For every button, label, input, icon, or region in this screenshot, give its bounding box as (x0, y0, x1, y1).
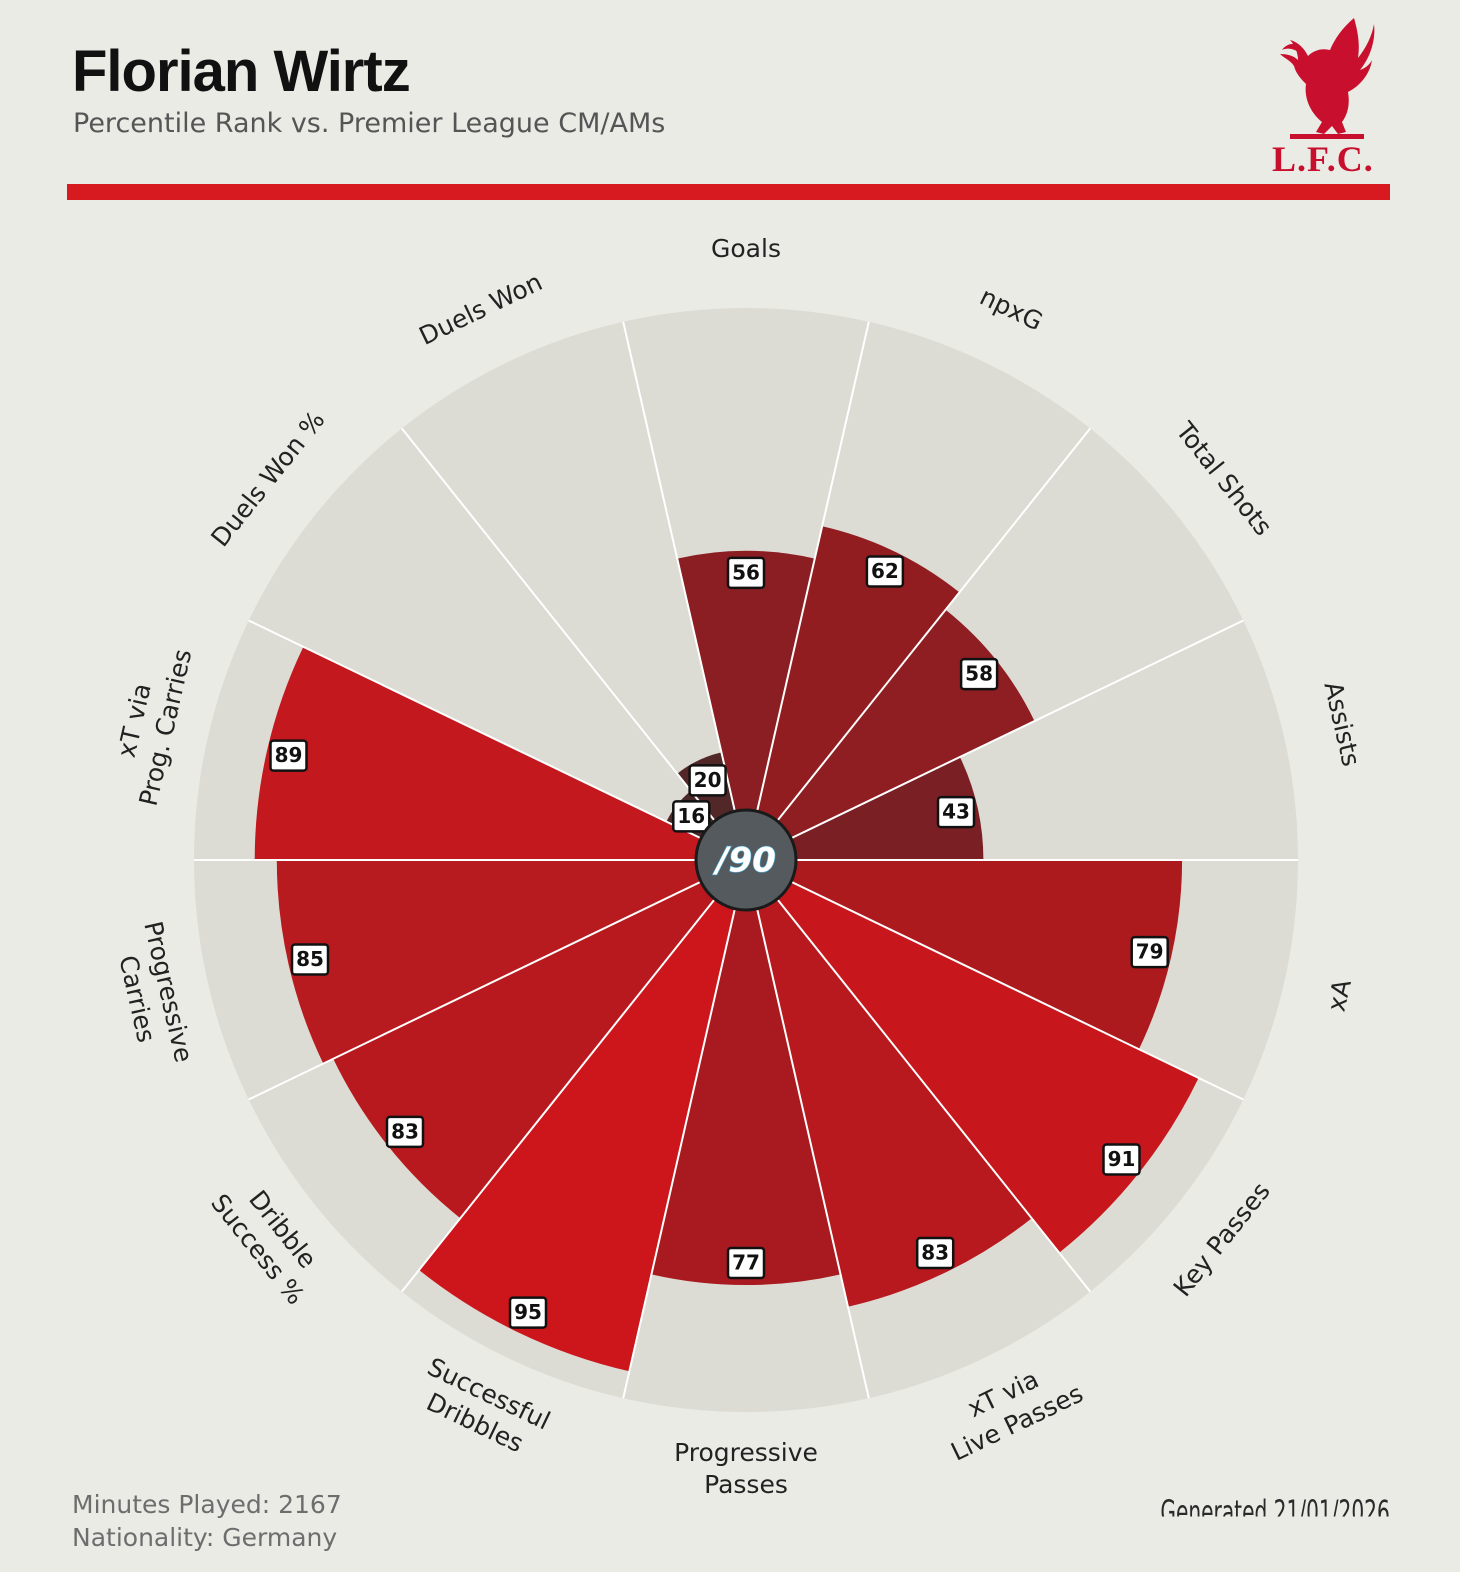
category-label-goals: Goals (711, 234, 781, 263)
value-badge-box (959, 657, 999, 691)
value-badge-xa: 79 (1130, 935, 1169, 969)
value-badge-duels-won: 20 (688, 764, 727, 797)
value-badge-box (290, 943, 330, 976)
value-label: 83 (921, 1241, 949, 1265)
value-badge-box (726, 1246, 766, 1280)
divider-line (745, 619, 1244, 861)
nationality: Nationality: Germany (72, 1523, 338, 1552)
value-label: 79 (1136, 940, 1164, 964)
category-label-progressive-passes: Progressive Passes (674, 1438, 818, 1499)
value-label: 16 (677, 804, 705, 828)
bar-progressive-carries (276, 860, 746, 1064)
divider-line (745, 427, 1091, 861)
value-badge-duels-won: 16 (672, 800, 711, 833)
value-badge-box (672, 800, 711, 833)
category-label-line: Goals (711, 234, 781, 263)
divider-line (622, 859, 747, 1399)
value-badge-box (936, 795, 976, 829)
value-label: 85 (296, 947, 324, 971)
bar-goals (677, 550, 815, 860)
value-badge-box (1102, 1143, 1141, 1176)
value-label: 89 (275, 743, 303, 767)
value-label: 58 (965, 662, 993, 686)
value-label: 62 (871, 559, 899, 583)
value-badge-goals: 56 (726, 556, 766, 590)
category-label-xa: xA (1322, 977, 1357, 1015)
category-label-duels-won: Duels Won (415, 267, 547, 351)
value-badge-assists: 43 (936, 795, 976, 829)
value-label: 91 (1108, 1147, 1136, 1171)
club-logo-text: L.F.C. (1272, 139, 1374, 179)
divider-line (248, 619, 747, 861)
category-label-line: npxG (975, 282, 1047, 337)
minutes-played: Minutes Played: 2167 (72, 1490, 342, 1519)
value-badge-box (688, 764, 727, 797)
center-label: /90 (712, 841, 776, 881)
category-label-xt-via-prog-carries: xT viaProg. Carries (102, 639, 197, 808)
divider-line (248, 859, 747, 1101)
bar-key-passes (746, 860, 1199, 1253)
value-label: 20 (694, 768, 722, 792)
value-badge-npxg: 62 (865, 555, 905, 588)
page-title: Florian Wirtz (72, 39, 411, 104)
category-label-total-shots: Total Shots (1170, 416, 1278, 541)
value-badge-successful-dribbles: 95 (508, 1296, 548, 1329)
value-badge-box (269, 739, 308, 772)
value-label: 43 (942, 800, 970, 824)
value-label: 77 (732, 1251, 760, 1275)
header-divider (67, 184, 1390, 200)
page-subtitle: Percentile Rank vs. Premier League CM/AM… (73, 108, 666, 139)
bar-successful-dribbles (419, 860, 746, 1372)
value-badge-dribble-success: 83 (385, 1115, 425, 1149)
category-label-line: Duels Won (415, 267, 547, 351)
category-label-line: Progressive (674, 1438, 818, 1467)
bar-assists (746, 757, 984, 860)
value-badge-box (508, 1296, 548, 1329)
value-badge-key-passes: 91 (1102, 1143, 1141, 1176)
value-badge-box (915, 1236, 955, 1270)
bar-xt-via-live-passes (746, 860, 1032, 1307)
value-badge-box (865, 555, 905, 588)
category-label-line: Total Shots (1170, 416, 1278, 541)
bar-dribble-success (333, 860, 746, 1219)
category-label-line: Passes (704, 1470, 788, 1499)
divider-line (745, 859, 1091, 1293)
category-label-npxg: npxG (975, 282, 1047, 337)
category-label-assists: Assists (1318, 679, 1365, 769)
value-badge-xt-via-live-passes: 83 (915, 1236, 955, 1270)
value-badge-progressive-passes: 77 (726, 1246, 766, 1280)
value-badge-progressive-carries: 85 (290, 943, 330, 976)
bar-progressive-passes (651, 860, 841, 1286)
category-label-line: Assists (1318, 679, 1365, 769)
generated-date: Generated 21/01/2026 (1160, 1493, 1390, 1531)
divider-line (745, 321, 870, 861)
sector-bg-duels-won (248, 428, 746, 860)
value-badge-xt-via-prog-carries: 89 (269, 739, 308, 772)
divider-line (745, 859, 1244, 1101)
center-disk (694, 808, 798, 912)
category-label-progressive-carries: ProgressiveCarries (107, 918, 198, 1072)
value-label: 56 (732, 560, 760, 584)
value-badge-box (1130, 935, 1169, 969)
divider-line (745, 859, 870, 1399)
bar-npxg (746, 526, 960, 860)
divider-line (401, 859, 747, 1293)
bar-xt-via-prog-carries (254, 646, 746, 860)
liverbird-icon (1280, 18, 1375, 139)
bar-xa (746, 860, 1183, 1050)
value-badge-box (385, 1115, 425, 1149)
value-badge-box (726, 556, 766, 590)
value-label: 83 (391, 1119, 419, 1143)
sector-bg-duels-won (401, 321, 746, 860)
value-label: 95 (514, 1300, 542, 1324)
category-label-line: xA (1322, 977, 1357, 1015)
value-badge-total-shots: 58 (959, 657, 999, 691)
